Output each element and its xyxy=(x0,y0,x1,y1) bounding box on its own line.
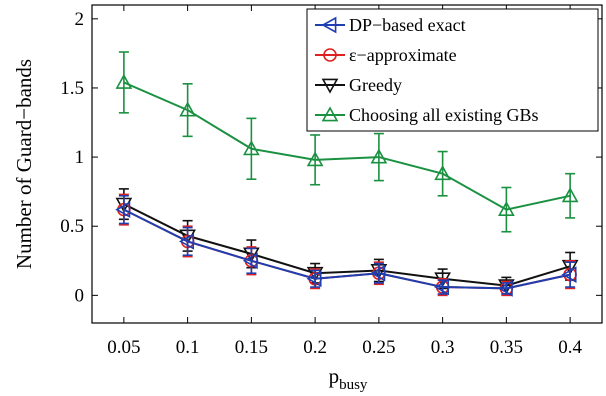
x-tick-label: 0.3 xyxy=(431,337,455,358)
legend: DP−based exact ε−approximate Greedy Choosin… xyxy=(306,8,599,132)
x-tick-label: 0.2 xyxy=(303,337,327,358)
error-bar xyxy=(182,226,193,257)
x-tick-label: 0.25 xyxy=(362,337,395,358)
series-layer xyxy=(115,51,579,297)
error-bar xyxy=(118,51,129,114)
data-point xyxy=(434,165,451,181)
legend-label: Greedy xyxy=(349,75,402,95)
y-tick-label: 2 xyxy=(75,9,85,30)
legend-label: ε−approximate xyxy=(349,45,457,65)
legend-marker xyxy=(321,106,339,122)
error-bar xyxy=(373,262,384,284)
data-point xyxy=(498,200,515,217)
data-point xyxy=(433,278,450,296)
y-tick-label: 1 xyxy=(75,147,85,168)
legend-item: DP−based exact xyxy=(315,15,466,35)
error-bar xyxy=(437,150,448,197)
legend-item: Choosing all existing GBs xyxy=(315,105,539,125)
x-tick-label: 0.15 xyxy=(235,337,268,358)
data-point xyxy=(370,264,386,282)
error-bar xyxy=(118,195,129,225)
error-bar xyxy=(310,269,321,288)
x-axis-label-sub: busy xyxy=(339,377,368,393)
legend-item: Greedy xyxy=(315,75,402,95)
data-point xyxy=(115,201,131,218)
legend-label: DP−based exact xyxy=(349,15,466,35)
data-point xyxy=(306,270,322,288)
y-axis-label: Number of Guard−bands xyxy=(12,59,36,269)
data-point xyxy=(178,233,195,250)
error-bar xyxy=(501,186,512,233)
series-line xyxy=(123,81,571,211)
legend-marker xyxy=(323,48,337,62)
error-bar xyxy=(246,117,257,181)
error-bar xyxy=(246,247,257,275)
axis-ticks: 0.05 0.1 0.15 0.2 0.25 0.3 0.35 0.4 0 0.5 1 1.5 2 xyxy=(60,5,602,358)
x-tick-label: 0.4 xyxy=(558,337,582,358)
data-point xyxy=(243,140,260,156)
y-tick-label: 1.5 xyxy=(60,78,84,99)
legend-marker xyxy=(321,78,339,94)
data-point xyxy=(370,148,388,164)
legend-item: ε−approximate xyxy=(315,45,457,65)
data-point xyxy=(561,266,577,283)
y-tick-label: 0 xyxy=(75,285,85,306)
x-tick-label: 0.1 xyxy=(176,337,200,358)
x-axis-label-main: p xyxy=(329,364,340,388)
series-0 xyxy=(115,195,577,297)
error-bar xyxy=(565,172,576,219)
data-point xyxy=(179,101,196,117)
data-point xyxy=(497,280,513,297)
x-axis-label: pbusy xyxy=(329,364,368,393)
error-bar xyxy=(373,132,384,182)
series-3 xyxy=(115,51,579,233)
data-point xyxy=(561,187,579,203)
series-line xyxy=(123,208,571,290)
legend-box xyxy=(306,8,599,132)
series-line xyxy=(123,203,571,287)
data-point xyxy=(306,151,324,167)
error-bar xyxy=(310,134,321,186)
legend-marker xyxy=(321,16,337,34)
error-bar xyxy=(565,261,576,288)
x-tick-label: 0.05 xyxy=(107,337,140,358)
data-point xyxy=(242,252,258,270)
legend-label: Choosing all existing GBs xyxy=(349,105,539,125)
data-point xyxy=(115,73,133,89)
error-bar xyxy=(182,83,193,138)
x-tick-label: 0.35 xyxy=(490,337,523,358)
y-tick-label: 0.5 xyxy=(60,216,84,237)
